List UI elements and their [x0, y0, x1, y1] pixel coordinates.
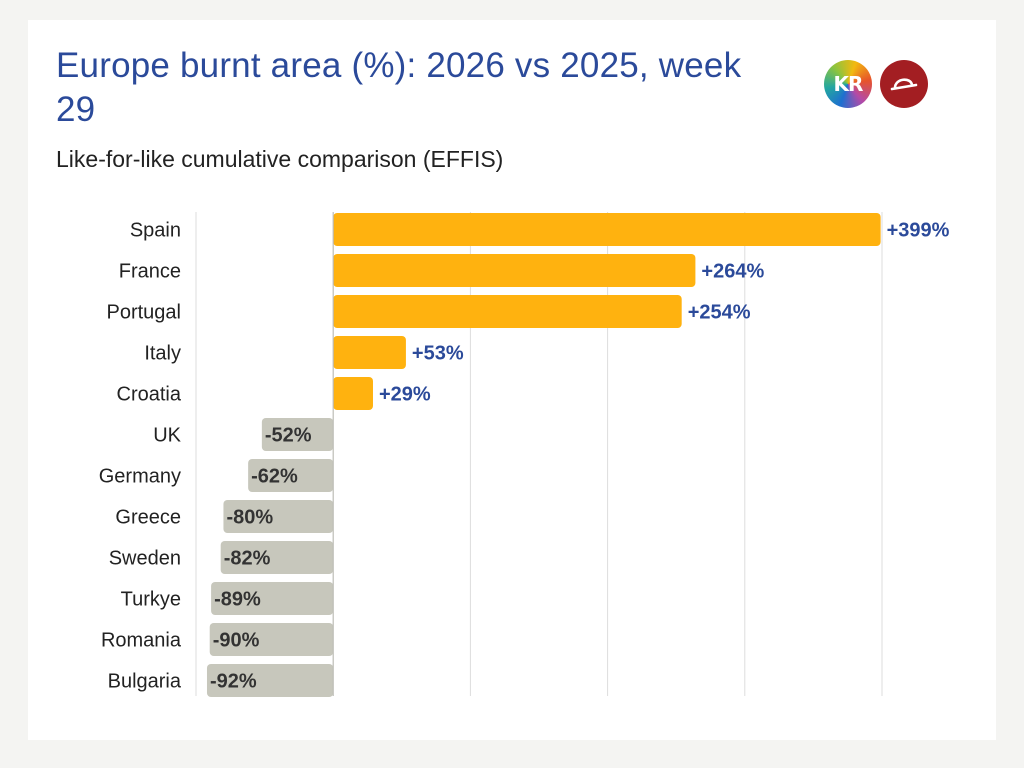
category-label: Greece: [115, 507, 181, 529]
chart-subtitle: Like-for-like cumulative comparison (EFF…: [56, 146, 504, 172]
bar-romania: [209, 623, 334, 656]
bar-sweden: [220, 541, 334, 574]
bar-greece: [223, 500, 334, 533]
category-label: Portugal: [107, 302, 182, 324]
value-label: -80%: [226, 507, 273, 529]
kr-logo-text: KR: [833, 72, 864, 96]
category-label: Germany: [99, 466, 181, 488]
category-label: Spain: [130, 220, 181, 242]
red-round-logo: [880, 60, 928, 108]
value-label: -90%: [213, 630, 260, 652]
value-label: -89%: [214, 589, 261, 611]
value-label: +399%: [887, 220, 950, 242]
category-label: Bulgaria: [108, 671, 182, 693]
bar-france: [333, 254, 696, 287]
category-label: Croatia: [117, 384, 182, 406]
chart-card: [28, 20, 996, 740]
value-label: +264%: [701, 261, 764, 283]
bar-uk: [261, 418, 334, 451]
bar-italy: [333, 336, 406, 369]
value-label: +254%: [688, 302, 751, 324]
value-label: +29%: [379, 384, 431, 406]
bar-germany: [248, 459, 334, 492]
bar-portugal: [333, 295, 682, 328]
category-label: UK: [153, 425, 181, 447]
value-label: -52%: [265, 425, 312, 447]
value-label: -92%: [210, 671, 257, 693]
bar-bulgaria: [206, 664, 334, 697]
category-label: Romania: [101, 630, 182, 652]
bar-turkye: [211, 582, 334, 615]
hat-brim-icon: [890, 78, 918, 91]
category-label: Italy: [144, 343, 181, 365]
category-label: France: [119, 261, 181, 283]
chart-title: Europe burnt area (%): 2026 vs 2025, wee…: [56, 46, 742, 129]
value-label: -62%: [251, 466, 298, 488]
value-label: -82%: [224, 548, 271, 570]
value-label: +53%: [412, 343, 464, 365]
bar-spain: [333, 213, 881, 246]
bar-croatia: [333, 377, 373, 410]
category-label: Sweden: [109, 548, 181, 570]
category-label: Turkye: [121, 589, 181, 611]
kr-logo: KR: [824, 60, 872, 108]
